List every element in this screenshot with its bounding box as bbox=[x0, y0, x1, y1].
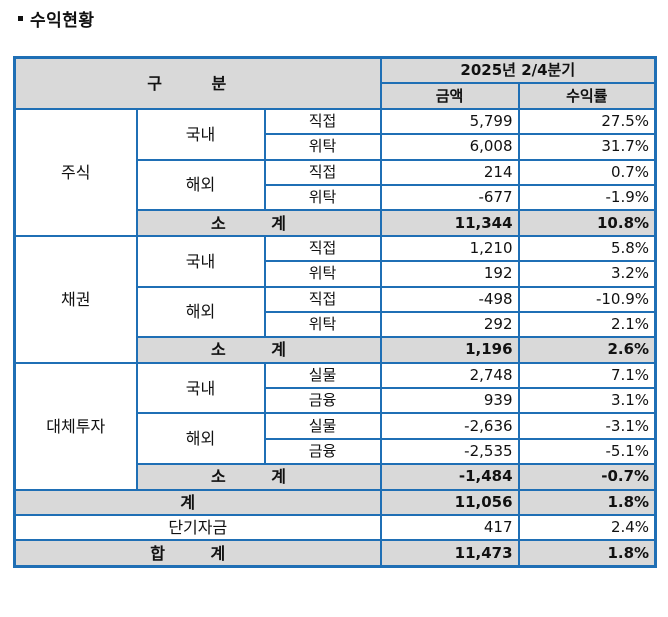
amount-cell: 214 bbox=[379, 158, 520, 186]
type-label: 직접 bbox=[263, 285, 382, 313]
bullet-icon bbox=[18, 16, 23, 21]
amount-cell: -2,535 bbox=[379, 437, 520, 466]
header-return-rate: 수익률 bbox=[517, 82, 657, 110]
rate-cell: 27.5% bbox=[517, 107, 657, 136]
short-term-label: 단기자금 bbox=[13, 514, 382, 542]
rate-cell: -3.1% bbox=[517, 412, 657, 440]
type-label: 금융 bbox=[263, 387, 382, 415]
rate-cell: -1.9% bbox=[517, 183, 657, 212]
type-label: 위탁 bbox=[263, 133, 382, 161]
subtotal-amount: -1,484 bbox=[379, 463, 520, 491]
amount-cell: -677 bbox=[379, 183, 520, 212]
region-label: 해외 bbox=[135, 412, 266, 466]
type-label: 위탁 bbox=[263, 183, 382, 212]
type-label: 위탁 bbox=[263, 310, 382, 339]
type-label: 위탁 bbox=[263, 260, 382, 288]
total-amount: 11,056 bbox=[379, 488, 520, 517]
rate-cell: -5.1% bbox=[517, 437, 657, 466]
table-row: 위탁 -677 -1.9% bbox=[15, 183, 657, 212]
rate-cell: -10.9% bbox=[517, 285, 657, 313]
header-category: 구 분 bbox=[13, 56, 382, 110]
type-label: 직접 bbox=[263, 234, 382, 263]
short-term-amount: 417 bbox=[379, 514, 520, 542]
section-title: 수익현황 bbox=[18, 6, 95, 31]
header-amount: 금액 bbox=[379, 82, 520, 110]
subtotal-row: 소 계 11,344 10.8% bbox=[15, 209, 657, 237]
subtotal-row: 소 계 -1,484 -0.7% bbox=[15, 463, 657, 491]
subtotal-rate: 10.8% bbox=[517, 209, 657, 237]
table-row: 주식 국내 직접 5,799 27.5% bbox=[13, 107, 657, 237]
subtotal-rate: -0.7% bbox=[517, 463, 657, 491]
table-row: 금융 -2,535 -5.1% bbox=[15, 437, 657, 466]
section-title-text: 수익현황 bbox=[30, 11, 95, 31]
grand-total-rate: 1.8% bbox=[517, 539, 657, 568]
rate-cell: 7.1% bbox=[517, 361, 657, 390]
short-term-row: 단기자금 417 2.4% bbox=[13, 514, 657, 542]
amount-cell: 939 bbox=[379, 387, 520, 415]
rate-cell: 2.1% bbox=[517, 310, 657, 339]
grand-total-row: 합 계 11,473 1.8% bbox=[13, 539, 657, 568]
header-row-2: 금액 수익률 bbox=[15, 82, 657, 110]
table-row: 해외 실물 -2,636 -3.1% bbox=[15, 412, 657, 466]
rate-cell: 31.7% bbox=[517, 133, 657, 161]
type-label: 실물 bbox=[263, 412, 382, 440]
amount-cell: -498 bbox=[379, 285, 520, 313]
amount-cell: 192 bbox=[379, 260, 520, 288]
subtotal-label: 소 계 bbox=[135, 463, 382, 491]
table-row: 위탁 292 2.1% bbox=[15, 310, 657, 339]
amount-cell: 2,748 bbox=[379, 361, 520, 390]
subtotal-label: 소 계 bbox=[135, 336, 382, 364]
region-label: 국내 bbox=[135, 361, 266, 415]
type-label: 직접 bbox=[263, 158, 382, 186]
type-label: 실물 bbox=[263, 361, 382, 390]
amount-cell: 292 bbox=[379, 310, 520, 339]
region-label: 해외 bbox=[135, 285, 266, 339]
amount-cell: 5,799 bbox=[379, 107, 520, 136]
subtotal-row: 소 계 1,196 2.6% bbox=[15, 336, 657, 364]
returns-table: 구 분 2025년 2/4분기 금액 수익률 주식 국내 직접 5,799 27… bbox=[13, 56, 658, 568]
rate-cell: 5.8% bbox=[517, 234, 657, 263]
table-row: 채권 국내 직접 1,210 5.8% bbox=[13, 234, 657, 364]
rate-cell: 3.1% bbox=[517, 387, 657, 415]
type-label: 직접 bbox=[263, 107, 382, 136]
type-label: 금융 bbox=[263, 437, 382, 466]
table-row: 해외 직접 214 0.7% bbox=[15, 158, 657, 212]
subtotal-amount: 11,344 bbox=[379, 209, 520, 237]
group-label: 대체투자 bbox=[13, 361, 138, 491]
grand-total-label: 합 계 bbox=[13, 539, 382, 568]
region-label: 해외 bbox=[135, 158, 266, 212]
region-label: 국내 bbox=[135, 107, 266, 161]
amount-cell: 1,210 bbox=[379, 234, 520, 263]
table-row: 위탁 192 3.2% bbox=[15, 260, 657, 288]
amount-cell: 6,008 bbox=[379, 133, 520, 161]
total-rate: 1.8% bbox=[517, 488, 657, 517]
table-row: 금융 939 3.1% bbox=[15, 387, 657, 415]
header-row-1: 구 분 2025년 2/4분기 bbox=[13, 56, 657, 110]
subtotal-rate: 2.6% bbox=[517, 336, 657, 364]
table-row: 위탁 6,008 31.7% bbox=[15, 133, 657, 161]
subtotal-label: 소 계 bbox=[135, 209, 382, 237]
group-label: 주식 bbox=[13, 107, 138, 237]
region-label: 국내 bbox=[135, 234, 266, 288]
subtotal-amount: 1,196 bbox=[379, 336, 520, 364]
header-period: 2025년 2/4분기 bbox=[379, 56, 657, 85]
rate-cell: 3.2% bbox=[517, 260, 657, 288]
table-row: 대체투자 국내 실물 2,748 7.1% bbox=[13, 361, 657, 491]
short-term-rate: 2.4% bbox=[517, 514, 657, 542]
table-row: 해외 직접 -498 -10.9% bbox=[15, 285, 657, 339]
group-label: 채권 bbox=[13, 234, 138, 364]
rate-cell: 0.7% bbox=[517, 158, 657, 186]
amount-cell: -2,636 bbox=[379, 412, 520, 440]
total-row: 계 11,056 1.8% bbox=[13, 488, 657, 517]
grand-total-amount: 11,473 bbox=[379, 539, 520, 568]
total-label: 계 bbox=[13, 488, 382, 517]
